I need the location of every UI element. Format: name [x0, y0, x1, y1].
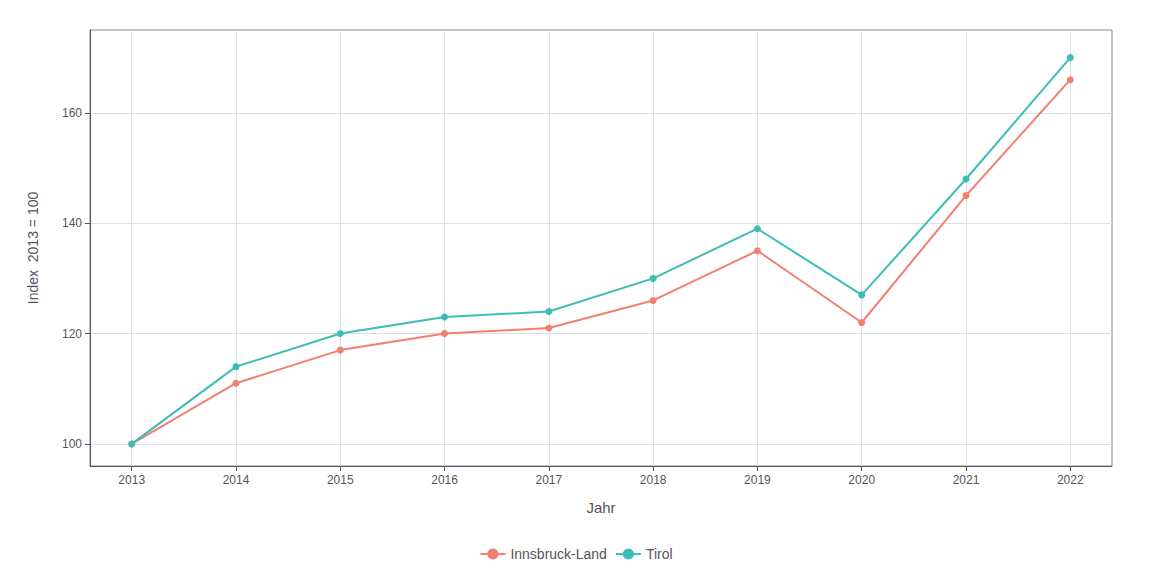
svg-text:2014: 2014	[223, 473, 250, 487]
svg-text:2015: 2015	[327, 473, 354, 487]
svg-text:2019: 2019	[744, 473, 771, 487]
svg-text:140: 140	[62, 216, 82, 230]
svg-text:2020: 2020	[848, 473, 875, 487]
svg-text:2018: 2018	[640, 473, 667, 487]
svg-text:Innsbruck-Land: Innsbruck-Land	[510, 546, 607, 562]
svg-text:100: 100	[62, 437, 82, 451]
svg-text:2021: 2021	[953, 473, 980, 487]
svg-text:2017: 2017	[536, 473, 563, 487]
svg-text:2022: 2022	[1057, 473, 1084, 487]
svg-text:Index 2013 = 100: Index 2013 = 100	[25, 192, 41, 305]
svg-text:120: 120	[62, 327, 82, 341]
svg-text:Jahr: Jahr	[586, 499, 615, 516]
svg-text:Tirol: Tirol	[646, 546, 673, 562]
svg-text:2013: 2013	[118, 473, 145, 487]
svg-text:160: 160	[62, 106, 82, 120]
svg-text:2016: 2016	[431, 473, 458, 487]
